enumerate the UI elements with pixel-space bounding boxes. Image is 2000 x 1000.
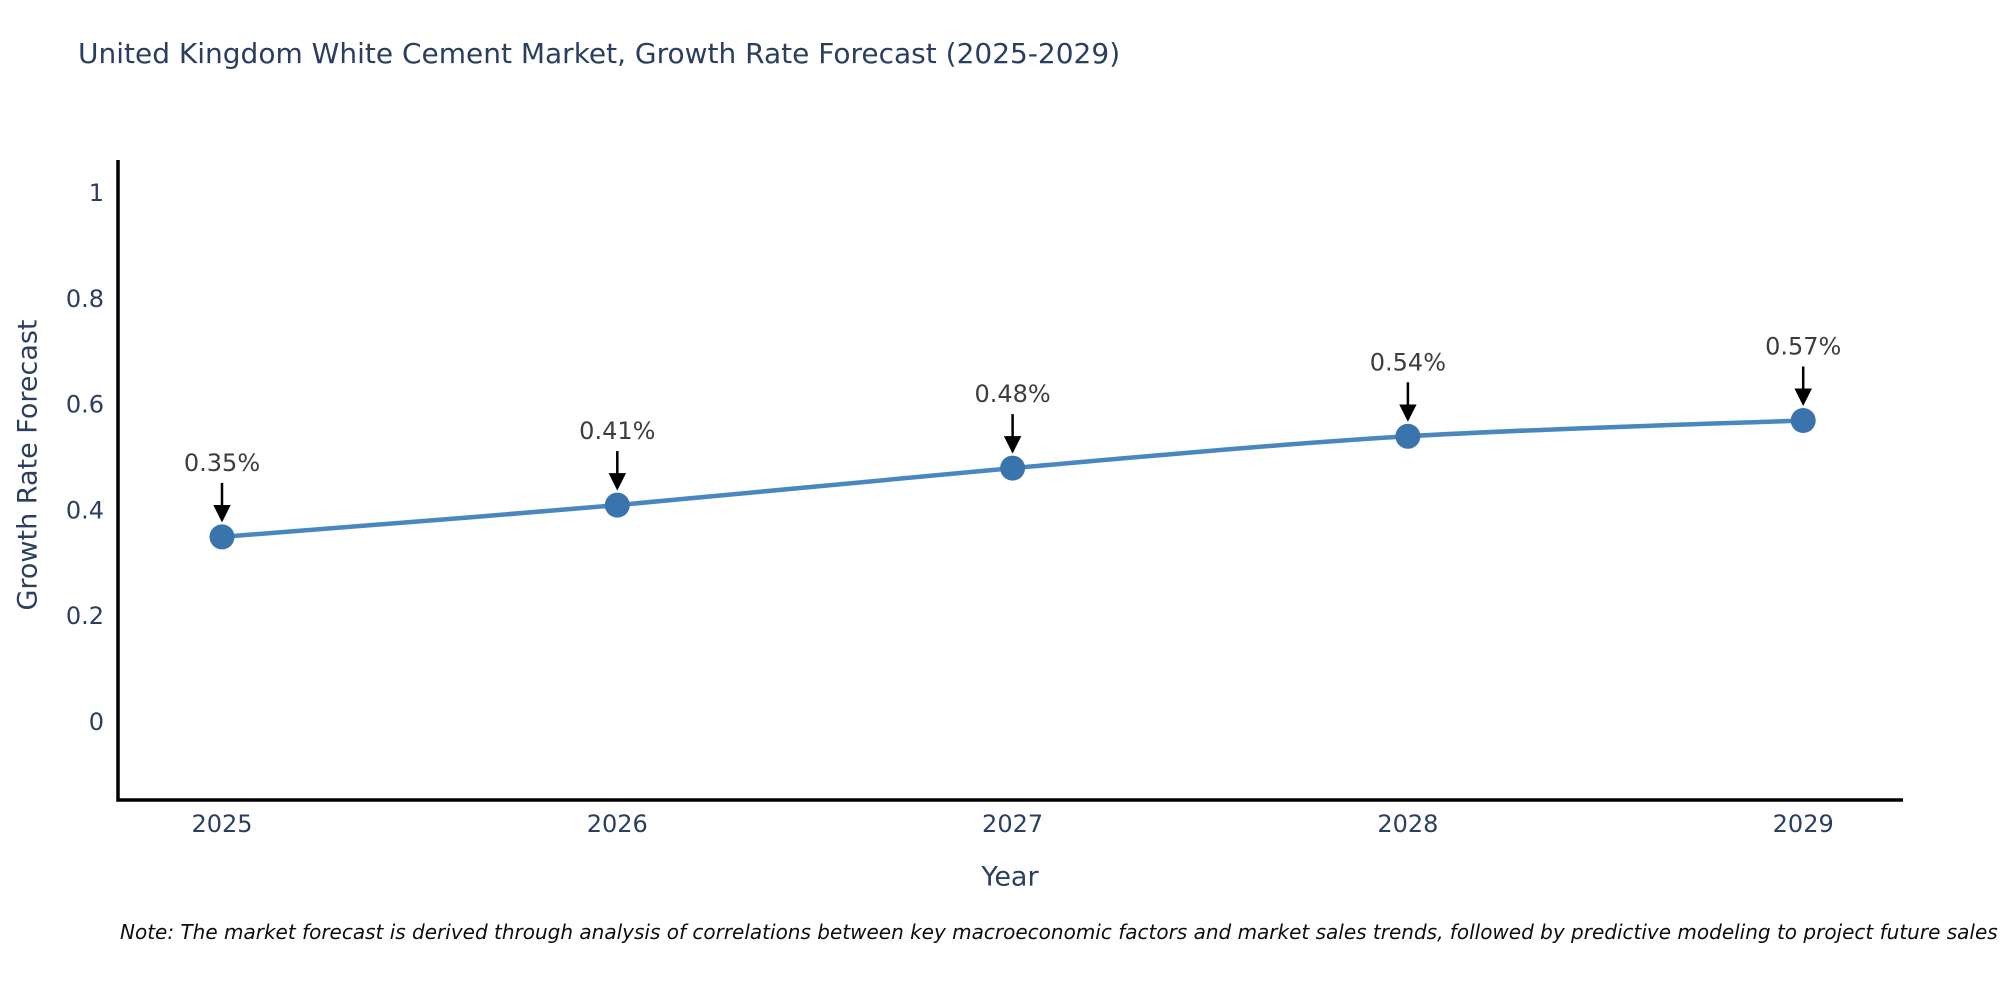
data-point-2026 — [604, 492, 630, 518]
y-tick-label: 0.4 — [66, 496, 104, 524]
y-tick-label: 0.6 — [66, 391, 104, 419]
data-point-label: 0.57% — [1765, 333, 1841, 361]
x-tick-label: 2027 — [982, 810, 1043, 838]
x-tick-label: 2028 — [1377, 810, 1438, 838]
data-point-2025 — [209, 524, 235, 550]
x-tick-label: 2026 — [587, 810, 648, 838]
data-point-label: 0.35% — [184, 449, 260, 477]
y-tick-label: 0.8 — [66, 285, 104, 313]
data-point-label: 0.54% — [1370, 348, 1446, 376]
y-tick-label: 0.2 — [66, 602, 104, 630]
y-tick-label: 1 — [89, 179, 104, 207]
x-tick-label: 2029 — [1773, 810, 1834, 838]
data-point-2028 — [1395, 423, 1421, 449]
axis-lines — [116, 160, 1903, 802]
data-point-label: 0.48% — [974, 380, 1050, 408]
y-tick-label: 0 — [89, 708, 104, 736]
chart-title: United Kingdom White Cement Market, Grow… — [78, 37, 1121, 70]
footnote: Note: The market forecast is derived thr… — [120, 920, 1998, 944]
data-point-2029 — [1790, 408, 1816, 433]
data-point-label: 0.41% — [579, 417, 655, 445]
data-point-2027 — [1000, 455, 1026, 481]
x-axis-title: Year — [981, 861, 1039, 893]
x-tick-label: 2025 — [191, 810, 252, 838]
